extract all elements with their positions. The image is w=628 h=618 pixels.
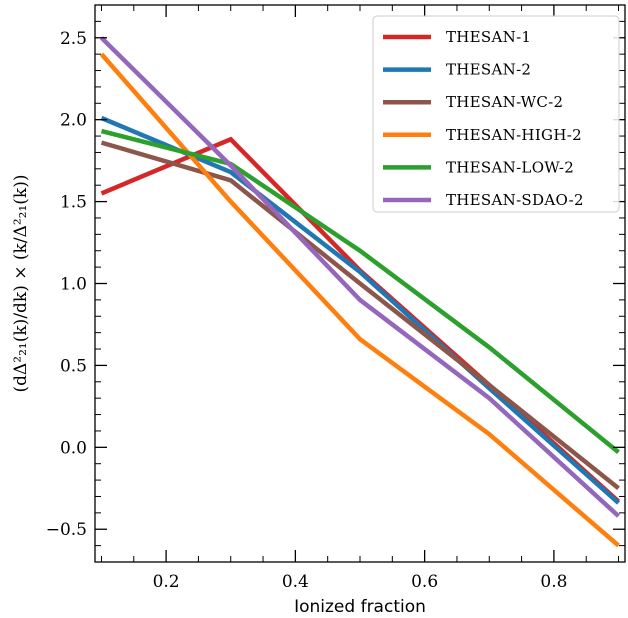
y-tick-label: 2.5 (60, 29, 87, 49)
y-tick-label: 0.5 (60, 356, 87, 376)
y-tick-label: 1.5 (60, 193, 87, 213)
legend-label-2: THESAN-2 (446, 61, 531, 79)
y-tick-label: −0.5 (46, 520, 87, 540)
x-tick-label: 0.2 (153, 572, 180, 592)
x-tick-label: 0.8 (540, 572, 567, 592)
tick-layer: 0.2 0.4 0.6 0.8 −0.5 0.0 0.5 1.0 1.5 2.0 2.5 (46, 5, 625, 592)
legend-box (372, 15, 620, 213)
legend: THESAN-1 THESAN-2 THESAN-WC-2 THESAN-HIGH-2… (372, 15, 620, 213)
legend-label-4: THESAN-HIGH-2 (446, 126, 582, 144)
y-tick-label: 1.0 (60, 275, 87, 295)
y-tick-label: 2.0 (60, 111, 87, 131)
legend-label-1: THESAN-1 (446, 28, 531, 46)
x-tick-label: 0.4 (282, 572, 309, 592)
y-tick-label: 0.0 (60, 438, 87, 458)
x-axis-label: Ionized fraction (294, 597, 426, 617)
series-layer (99, 36, 621, 548)
series-line-6 (99, 36, 621, 518)
legend-label-3: THESAN-WC-2 (446, 93, 563, 111)
series-line-5 (100, 128, 620, 454)
legend-label-6: THESAN-SDAO-2 (446, 191, 584, 209)
y-axis-label: (dΔ²₂₁(k)/dk) × (k/Δ²₂₁(k)) (11, 175, 31, 393)
series-line-3 (100, 140, 620, 491)
legend-label-5: THESAN-LOW-2 (446, 158, 574, 176)
x-tick-label: 0.6 (411, 572, 438, 592)
